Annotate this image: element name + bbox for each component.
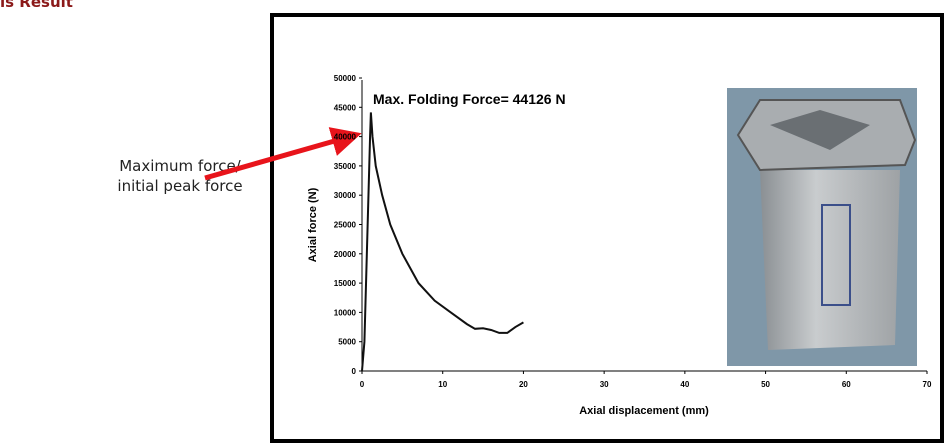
callout-line: Maximum force/: [119, 157, 241, 175]
y-tick-label: 50000: [334, 74, 357, 83]
x-axis-label: Axial displacement (mm): [579, 405, 709, 417]
slide-title: is Result: [0, 0, 73, 11]
y-tick-label: 0: [352, 367, 357, 376]
y-tick-label: 5000: [338, 338, 356, 347]
x-tick-label: 30: [600, 380, 609, 389]
annotation: Max. Folding Force= 44126 N: [373, 91, 566, 107]
specimen-photo: [727, 88, 917, 366]
callout-line: initial peak force: [117, 177, 243, 195]
x-tick-label: 50: [761, 380, 770, 389]
y-tick-label: 15000: [334, 279, 357, 288]
x-tick-label: 70: [923, 380, 932, 389]
y-tick-label: 25000: [334, 221, 357, 230]
callout: Maximum force/ initial peak force: [95, 156, 265, 196]
arrow: [204, 127, 362, 181]
y-tick-label: 40000: [334, 133, 357, 142]
x-tick-label: 0: [360, 380, 365, 389]
y-tick-label: 10000: [334, 308, 357, 317]
line: [361, 112, 524, 372]
x-tick-label: 60: [842, 380, 851, 389]
x-tick-label: 10: [438, 380, 447, 389]
y-tick-label: 30000: [334, 191, 357, 200]
y-tick-label: 20000: [334, 250, 357, 259]
x-tick-label: 20: [519, 380, 528, 389]
y-tick-label: 45000: [334, 103, 357, 112]
x-tick-label: 40: [680, 380, 689, 389]
y-tick-label: 35000: [334, 162, 357, 171]
y-axis-label: Axial force (N): [307, 187, 319, 262]
